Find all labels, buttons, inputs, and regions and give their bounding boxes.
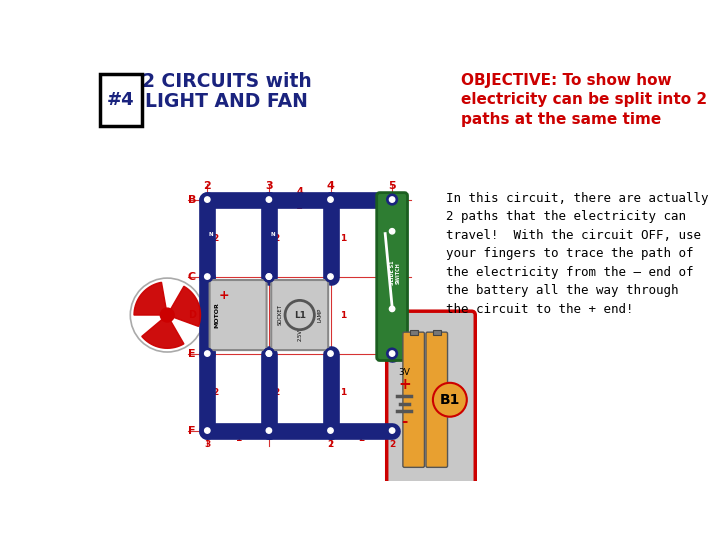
Text: L1: L1	[294, 310, 306, 320]
Text: 3: 3	[265, 181, 273, 191]
Polygon shape	[142, 319, 184, 348]
Text: -: -	[401, 414, 408, 429]
Circle shape	[390, 306, 395, 312]
Circle shape	[387, 425, 397, 436]
Polygon shape	[134, 282, 166, 315]
Text: LIGHT AND FAN: LIGHT AND FAN	[145, 92, 308, 111]
Circle shape	[433, 383, 467, 417]
Text: LAMP: LAMP	[318, 308, 323, 322]
Text: B1: B1	[440, 393, 460, 407]
Bar	[99, 74, 142, 126]
Text: 2: 2	[328, 440, 333, 449]
Text: MOTOR: MOTOR	[215, 302, 220, 328]
Circle shape	[387, 194, 397, 205]
Circle shape	[204, 274, 210, 279]
Circle shape	[390, 428, 395, 433]
Circle shape	[202, 348, 212, 359]
Text: 1: 1	[401, 388, 408, 396]
Text: E: E	[188, 348, 196, 359]
Text: 1: 1	[340, 233, 346, 242]
Text: 1: 1	[235, 434, 241, 443]
Circle shape	[204, 197, 210, 202]
Text: 3V: 3V	[398, 368, 410, 377]
Circle shape	[161, 308, 174, 322]
FancyBboxPatch shape	[387, 311, 475, 488]
Polygon shape	[170, 286, 200, 326]
Text: +: +	[398, 377, 411, 392]
Text: +: +	[218, 289, 229, 302]
Text: 2: 2	[274, 388, 280, 396]
Text: 4: 4	[297, 187, 303, 197]
Circle shape	[266, 351, 271, 356]
Circle shape	[202, 271, 212, 282]
Text: 3: 3	[204, 440, 210, 449]
Text: D: D	[188, 310, 196, 320]
Text: OBJECTIVE: To show how
electricity can be split into 2
paths at the same time: OBJECTIVE: To show how electricity can b…	[462, 72, 708, 127]
Circle shape	[325, 194, 336, 205]
Text: 2: 2	[401, 233, 408, 242]
Circle shape	[264, 348, 274, 359]
FancyBboxPatch shape	[271, 280, 328, 350]
Circle shape	[264, 271, 274, 282]
Circle shape	[325, 271, 336, 282]
FancyBboxPatch shape	[426, 332, 448, 467]
Circle shape	[202, 425, 212, 436]
Text: F: F	[188, 426, 196, 436]
Text: 2: 2	[358, 434, 364, 443]
Text: 2.5V: 2.5V	[297, 329, 302, 341]
Circle shape	[264, 425, 274, 436]
Circle shape	[387, 348, 397, 359]
Circle shape	[264, 194, 274, 205]
Circle shape	[266, 351, 271, 356]
Bar	[433, 330, 441, 335]
Circle shape	[202, 194, 212, 205]
Text: 2: 2	[274, 233, 280, 242]
Circle shape	[390, 351, 395, 356]
Text: N: N	[271, 232, 275, 237]
Circle shape	[264, 348, 274, 359]
Text: In this circuit, there are actually
2 paths that the electricity can
travel!  Wi: In this circuit, there are actually 2 pa…	[446, 192, 708, 316]
FancyBboxPatch shape	[377, 193, 408, 361]
Circle shape	[266, 197, 271, 202]
Text: 2: 2	[389, 440, 395, 449]
Circle shape	[325, 348, 336, 359]
Text: 2: 2	[212, 388, 218, 396]
Text: 1: 1	[297, 201, 303, 212]
Circle shape	[266, 428, 271, 433]
Circle shape	[328, 274, 333, 279]
Circle shape	[204, 351, 210, 356]
Circle shape	[390, 197, 395, 202]
Text: 2: 2	[204, 181, 211, 191]
Circle shape	[325, 425, 336, 436]
Text: 5: 5	[388, 181, 396, 191]
Circle shape	[204, 428, 210, 433]
Circle shape	[390, 228, 395, 234]
Circle shape	[266, 274, 271, 279]
Circle shape	[328, 428, 333, 433]
Text: SLIDE S1
SWITCH: SLIDE S1 SWITCH	[390, 260, 401, 285]
Text: B: B	[188, 194, 196, 205]
Text: 1: 1	[340, 388, 346, 396]
Text: 4: 4	[327, 181, 334, 191]
Circle shape	[266, 274, 271, 279]
FancyBboxPatch shape	[403, 332, 425, 467]
Text: C: C	[188, 272, 196, 281]
Circle shape	[328, 351, 333, 356]
Text: SOCKET: SOCKET	[277, 305, 282, 326]
Circle shape	[328, 197, 333, 202]
Text: #4: #4	[107, 91, 135, 109]
Bar	[410, 330, 418, 335]
FancyBboxPatch shape	[210, 280, 266, 350]
Circle shape	[264, 271, 274, 282]
Text: 2 CIRCUITS with: 2 CIRCUITS with	[142, 72, 312, 91]
Text: 1: 1	[340, 310, 346, 320]
Text: 2: 2	[212, 233, 218, 242]
Text: N: N	[209, 232, 213, 237]
